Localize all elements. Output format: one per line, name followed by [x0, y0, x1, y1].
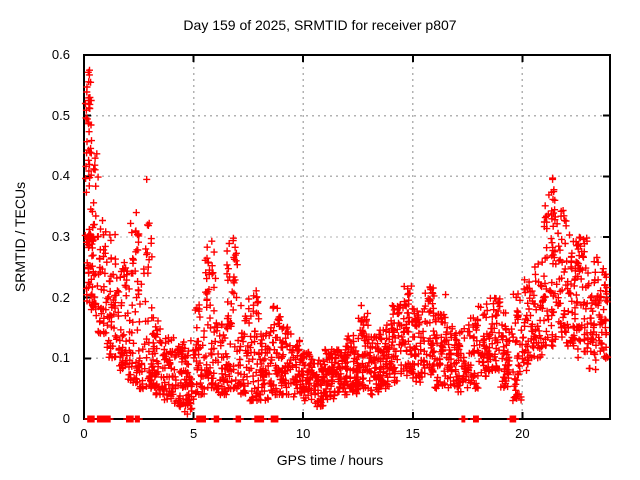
gridlines — [84, 55, 610, 419]
x-axis-label: GPS time / hours — [276, 452, 384, 468]
x-tick-label: 15 — [405, 426, 420, 441]
x-tick-label: 10 — [295, 426, 311, 441]
y-tick-label: 0.4 — [51, 168, 70, 184]
y-tick-label: 0.5 — [51, 107, 70, 123]
y-tick-label: 0 — [62, 411, 70, 426]
x-tick-label: 5 — [189, 426, 198, 441]
chart-title: Day 159 of 2025, SRMTID for receiver p80… — [183, 17, 457, 33]
x-tick-label: 0 — [80, 426, 88, 441]
y-tick-label: 0.6 — [51, 47, 70, 62]
y-tick-label: 0.1 — [51, 350, 70, 366]
y-tick-label: 0.2 — [51, 289, 70, 305]
x-tick-label: 20 — [515, 426, 530, 441]
scatter-series — [81, 66, 612, 423]
y-tick-label: 0.3 — [51, 229, 70, 244]
